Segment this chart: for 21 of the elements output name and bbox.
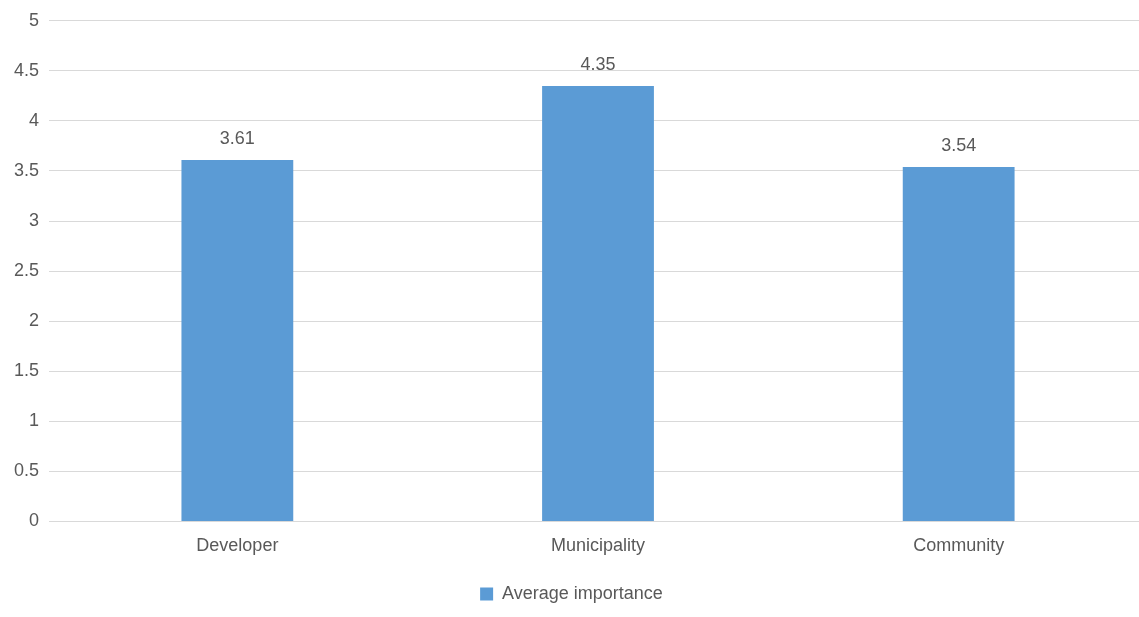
x-tick-label: Municipality [550, 535, 646, 556]
y-tick-label: 4 [29, 109, 40, 130]
y-tick-label: 5 [29, 9, 40, 30]
legend-label: Average importance [502, 582, 663, 603]
data-label: 4.35 [580, 53, 616, 74]
bar [542, 85, 654, 521]
x-tick-label: Developer [196, 535, 279, 556]
data-label: 3.54 [941, 134, 977, 155]
bar [181, 159, 294, 521]
y-tick-label: 2.5 [13, 260, 40, 281]
y-tick-label: 2 [29, 310, 40, 331]
y-tick-label: 0.5 [13, 460, 40, 481]
y-tick-label: 3 [29, 210, 40, 231]
y-tick-label: 1.5 [13, 360, 40, 381]
data-label: 3.61 [219, 127, 255, 148]
y-tick-label: 4.5 [13, 59, 40, 80]
bar [902, 166, 1015, 521]
x-tick-label: Community [913, 535, 1005, 556]
y-tick-label: 1 [29, 410, 40, 431]
y-tick-label: 3.5 [13, 159, 40, 180]
y-tick-label: 0 [29, 510, 40, 531]
